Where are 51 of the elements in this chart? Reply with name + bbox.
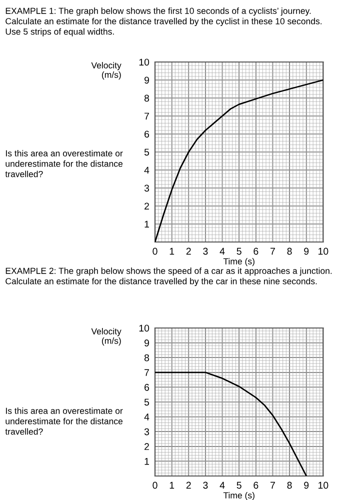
- y-tick-label: 8: [144, 354, 150, 362]
- y-tick-label: 6: [144, 384, 150, 391]
- y-tick-label: 5: [144, 398, 150, 406]
- y-tick-label: 2: [144, 443, 149, 450]
- y-tick-label: 1: [144, 220, 149, 228]
- x-tick-label: 10: [318, 482, 328, 489]
- y-tick-label: 7: [144, 112, 149, 120]
- x-tick-label: 7: [270, 248, 275, 255]
- chart-title: EXAMPLE 2: The graph below shows the speed of a car as it approaches a junction. Calculate an estimate for the distance travelled by the car in these nine seconds.: [6, 268, 332, 286]
- y-tick-label: 7: [144, 369, 149, 376]
- x-tick-label: 3: [203, 482, 208, 489]
- y-tick-label: 3: [144, 184, 150, 192]
- text: Is this area an overestimate or underestimate for the distance travelled?: [5, 408, 123, 435]
- x-tick-label: 6: [254, 482, 258, 489]
- x-tick-label: 0: [152, 482, 158, 489]
- text: Is this area an overestimate or underestimate for the distance travelled?: [5, 150, 123, 178]
- x-tick-label: 9: [304, 248, 309, 255]
- x-tick-label: 9: [304, 482, 309, 489]
- x-tick-label: 2: [186, 482, 191, 489]
- y-tick-label: 6: [144, 130, 150, 138]
- y-tick-label: 4: [144, 414, 150, 420]
- x-tick-label: 5: [236, 248, 242, 255]
- y-tick-label: 8: [144, 94, 150, 102]
- y-tick-label: 9: [144, 76, 149, 84]
- x-tick-label: 0: [152, 248, 158, 255]
- x-tick-label: 7: [270, 482, 275, 489]
- x-tick-label: 10: [318, 248, 328, 255]
- y-tick-label: 5: [144, 148, 150, 156]
- y-tick-label: 2: [144, 202, 149, 210]
- x-tick-label: 4: [220, 248, 225, 255]
- x-axis-title: Time (s): [223, 258, 254, 266]
- y-axis-title: Velocity (m/s): [91, 62, 122, 80]
- x-tick-label: 3: [203, 248, 208, 255]
- y-axis-title: Velocity (m/s): [91, 328, 122, 346]
- y-tick-label: 4: [144, 166, 150, 174]
- x-tick-label: 5: [236, 482, 242, 489]
- x-tick-label: 1: [170, 482, 174, 489]
- y-tick-label: 1: [144, 458, 149, 465]
- chart-title: EXAMPLE 1: The graph below shows the first 10 seconds of a cyclists’ journey. Calculate an estimate for the distance travelled by the cyclist in these 10 seconds. Use 5 strips of equal widths.: [6, 8, 322, 36]
- x-tick-label: 8: [287, 482, 292, 489]
- y-tick-label: 10: [139, 324, 150, 332]
- x-tick-label: 1: [170, 248, 174, 255]
- y-tick-label: 9: [144, 340, 149, 346]
- y-tick-label: 3: [144, 428, 150, 436]
- x-tick-label: 2: [186, 248, 191, 255]
- x-tick-label: 4: [220, 482, 225, 489]
- x-axis-title: Time (s): [223, 492, 254, 500]
- line-series: [155, 372, 308, 476]
- x-tick-label: 6: [254, 248, 258, 255]
- x-tick-label: 8: [287, 248, 292, 255]
- y-tick-label: 10: [139, 58, 150, 66]
